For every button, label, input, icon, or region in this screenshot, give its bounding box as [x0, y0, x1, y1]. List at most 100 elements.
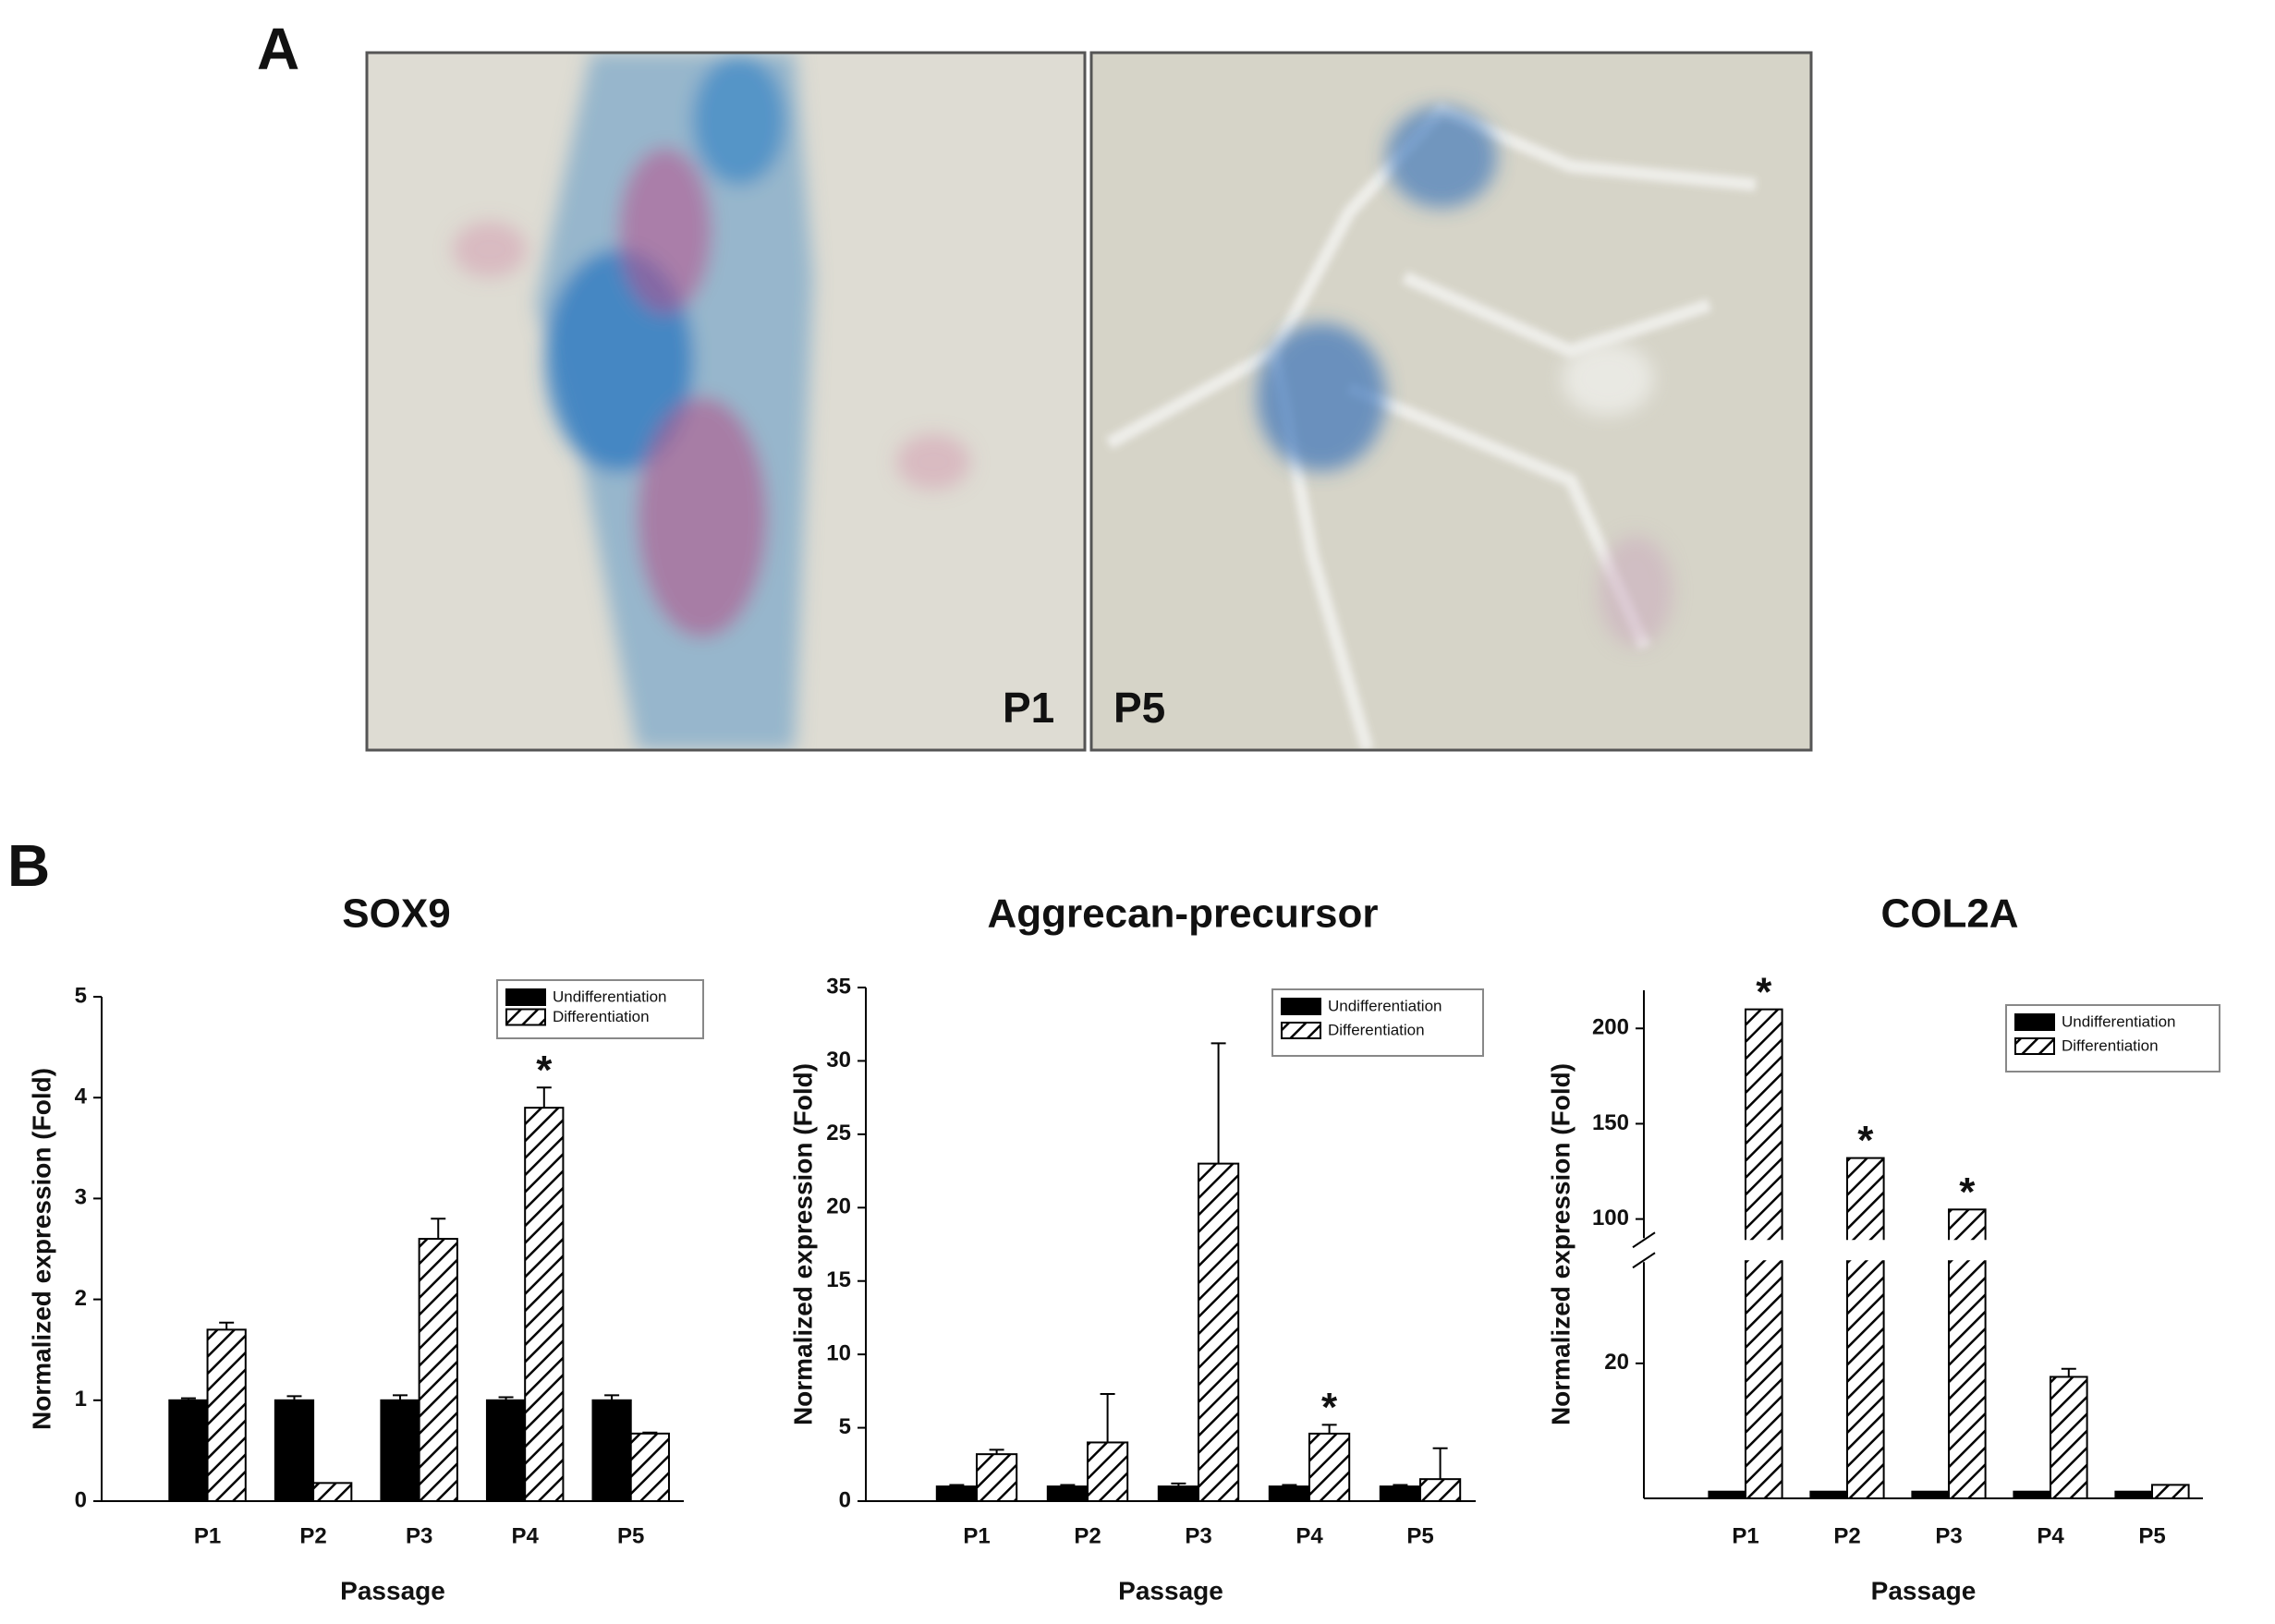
bar: [1087, 1441, 1129, 1503]
bar: [168, 1399, 209, 1503]
y-tick-label: 1: [75, 1387, 87, 1412]
x-tick-label: P1: [194, 1523, 221, 1548]
x-tick-label: P5: [2138, 1523, 2165, 1548]
error-bar: [604, 1394, 620, 1400]
bar: [1157, 1485, 1200, 1502]
y-tick-label: 5: [839, 1414, 851, 1439]
bar: [1198, 1162, 1240, 1502]
significance-mark: *: [1321, 1385, 1338, 1430]
x-tick-label: P4: [2037, 1523, 2064, 1548]
y-tick-label: 100: [1592, 1206, 1629, 1230]
image-label: P1: [1003, 684, 1054, 732]
legend-label: Differentiation: [2062, 1036, 2159, 1054]
bar: [2050, 1376, 2088, 1499]
x-tick-label: P1: [963, 1523, 990, 1548]
legend-swatch: [505, 1008, 546, 1026]
significance-mark: *: [1857, 1118, 1874, 1163]
error-bar: [1282, 1484, 1297, 1487]
y-tick-label: 10: [826, 1340, 851, 1365]
y-tick-label: 30: [826, 1048, 851, 1073]
bar: [629, 1432, 670, 1503]
x-axis-label: Passage: [1118, 1576, 1223, 1605]
legend-label: Differentiation: [553, 1008, 650, 1025]
bar: [1708, 1490, 1747, 1500]
y-tick-label: 20: [826, 1194, 851, 1219]
bar: [312, 1482, 353, 1502]
bar: [2013, 1490, 2051, 1500]
bar: [524, 1107, 565, 1502]
bar: [1268, 1485, 1311, 1502]
y-tick-label: 150: [1592, 1110, 1629, 1135]
error-bar: [949, 1484, 965, 1487]
x-tick-label: P4: [512, 1523, 540, 1548]
x-tick-label: P5: [617, 1523, 644, 1548]
bar: [1379, 1485, 1422, 1502]
x-axis-label: Passage: [340, 1576, 445, 1605]
error-bar: [1171, 1482, 1186, 1487]
x-tick-label: P5: [1406, 1523, 1433, 1548]
error-bar: [1100, 1393, 1115, 1443]
image-frame: [365, 51, 1087, 752]
panel-label: B: [7, 832, 50, 899]
error-bar: [286, 1395, 302, 1400]
bar: [935, 1485, 978, 1502]
bar: [274, 1399, 315, 1503]
image-frame: [1089, 51, 1813, 752]
y-tick-label: 3: [75, 1185, 87, 1210]
y-axis-label: Normalized expression (Fold): [788, 1063, 817, 1425]
y-tick-label: 0: [839, 1487, 851, 1512]
error-bar: [431, 1218, 446, 1240]
bar: [976, 1453, 1018, 1503]
x-tick-label: P2: [1074, 1523, 1101, 1548]
x-tick-label: P2: [1833, 1523, 1860, 1548]
bar: [418, 1238, 458, 1502]
y-tick-label: 200: [1592, 1015, 1629, 1040]
x-tick-label: P4: [1296, 1523, 1323, 1548]
error-bar: [2061, 1367, 2076, 1377]
error-bar: [989, 1448, 1004, 1455]
panel-label: A: [257, 16, 299, 82]
axis-break: [1632, 1231, 1656, 1269]
y-axis-label: Normalized expression (Fold): [1546, 1063, 1575, 1425]
chart-title: SOX9: [342, 891, 450, 937]
legend-label: Undifferentiation: [1328, 997, 1442, 1014]
x-axis-label: Passage: [1871, 1576, 1977, 1605]
y-tick-label: 25: [826, 1121, 851, 1145]
x-tick-label: P3: [1935, 1523, 1962, 1548]
legend-swatch: [2014, 1037, 2055, 1055]
micrograph: [367, 53, 1085, 750]
error-bar: [1432, 1447, 1448, 1480]
y-tick-label: 15: [826, 1267, 851, 1292]
error-bar: [1060, 1484, 1076, 1487]
significance-mark: *: [1959, 1170, 1976, 1215]
bar: [1846, 1157, 1885, 1499]
legend-label: Undifferentiation: [2062, 1012, 2176, 1030]
bar: [1419, 1478, 1462, 1502]
error-bar: [642, 1431, 658, 1434]
y-tick-label: 4: [75, 1085, 88, 1109]
error-bar: [180, 1397, 196, 1400]
significance-mark: *: [1756, 969, 1772, 1014]
bar: [1308, 1432, 1351, 1502]
axis-break-gap: [1633, 1240, 2205, 1261]
error-bar: [1393, 1484, 1408, 1487]
error-bar: [1321, 1424, 1337, 1434]
error-bar: [498, 1396, 514, 1400]
error-bar: [219, 1321, 235, 1330]
error-bar: [1210, 1042, 1226, 1164]
image-label: P5: [1113, 684, 1165, 732]
y-tick-label: 5: [75, 983, 87, 1008]
legend-label: Differentiation: [1328, 1021, 1425, 1038]
y-tick-label: 0: [75, 1487, 87, 1512]
x-tick-label: P3: [406, 1523, 432, 1548]
bar: [485, 1399, 527, 1503]
bar: [380, 1399, 420, 1503]
y-tick-label: 2: [75, 1286, 87, 1311]
micrograph: [1091, 53, 1811, 750]
error-bar: [536, 1086, 552, 1109]
bar: [1046, 1485, 1089, 1502]
bar: [1911, 1490, 1950, 1500]
x-tick-label: P1: [1732, 1523, 1758, 1548]
chart-title: COL2A: [1880, 891, 2018, 937]
